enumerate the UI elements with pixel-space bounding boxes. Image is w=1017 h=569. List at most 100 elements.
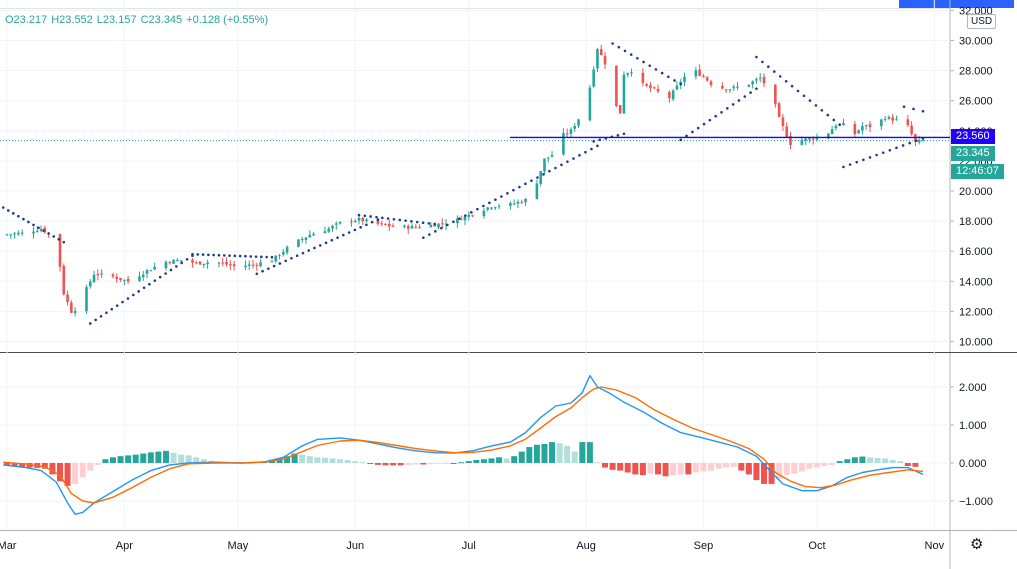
candle-body [32, 231, 35, 234]
sar-dot [685, 134, 688, 138]
macd-histogram-bar [662, 463, 669, 477]
sar-dot [290, 256, 293, 260]
candle-body [334, 223, 338, 225]
sar-dot [185, 257, 189, 261]
candle-body [565, 133, 569, 135]
candle-body [66, 294, 69, 302]
candle-body [35, 230, 39, 232]
sar-dot [175, 265, 178, 268]
candle-body [630, 72, 633, 74]
sar-dot [324, 241, 328, 245]
candle-body [85, 287, 88, 312]
sar-dot [342, 233, 345, 237]
candle-body [615, 65, 618, 107]
candle-body [380, 223, 384, 225]
time-tick-label: Sep [694, 540, 714, 552]
candle-body [732, 86, 736, 89]
sar-dot [164, 272, 167, 275]
sar-dot [428, 233, 431, 236]
candle-body [592, 69, 595, 87]
macd-histogram-bar [306, 456, 313, 463]
candle-body [194, 262, 198, 264]
sar-dot [482, 204, 485, 208]
macd-histogram-bar [602, 463, 609, 468]
macd-histogram-bar [738, 463, 745, 471]
ohlc-legend: O23.217 H23.552 L23.157 C23.345 +0.128 (+0.5… [5, 14, 272, 26]
settings-gear-icon[interactable]: ⚙ [970, 536, 984, 553]
candle-body [126, 279, 130, 282]
candle-body [520, 201, 524, 203]
macd-histogram-bar [435, 463, 442, 464]
macd-histogram-bar [352, 461, 359, 463]
macd-histogram-bar [102, 459, 109, 463]
candle-body [622, 74, 626, 114]
candle-body [221, 262, 225, 264]
candle-body [668, 91, 671, 99]
macd-histogram-bar [132, 454, 139, 463]
price-tick-label: 12.000 [959, 306, 993, 318]
sar-dot [566, 160, 569, 163]
sar-dot [848, 163, 852, 166]
candle-body [331, 225, 334, 229]
candle-body [232, 264, 236, 267]
price-tick-label: 10.000 [959, 337, 993, 349]
sar-dot [611, 42, 614, 45]
sar-dot [802, 94, 806, 98]
candle-body [39, 228, 43, 231]
candle-body [857, 130, 860, 134]
candle-body [516, 201, 520, 204]
sar-dot [392, 217, 396, 221]
close-value: C23.345 [140, 14, 183, 26]
macd-histogram-bar [397, 463, 404, 466]
sar-dot [191, 252, 194, 256]
sar-dot [357, 213, 361, 217]
macd-histogram-bar [314, 457, 321, 463]
sar-dot [820, 108, 824, 112]
macd-histogram-bar [889, 459, 896, 463]
macd-histogram-bar [480, 459, 487, 463]
candle-body [414, 226, 418, 228]
sar-dot [359, 226, 362, 229]
sar-dot [814, 104, 818, 107]
candle-body [202, 263, 206, 265]
macd-histogram-bar [41, 463, 48, 469]
macd-histogram-bar [829, 463, 836, 465]
sar-dot [6, 209, 10, 212]
sar-dot [421, 221, 425, 225]
candle-body [259, 262, 262, 267]
currency-badge[interactable]: USD [967, 14, 997, 29]
macd-histogram-bar [851, 457, 858, 463]
sar-dot [278, 262, 282, 265]
sar-dot [679, 82, 683, 86]
candle-body [323, 231, 327, 234]
sar-dot [560, 163, 563, 167]
sar-dot [790, 84, 794, 88]
macd-histogram-bar [670, 463, 677, 476]
sar-dot [494, 198, 497, 201]
sar-dot [228, 254, 231, 257]
candle-body [910, 125, 913, 135]
candle-body [5, 234, 9, 236]
sar-dot [295, 254, 299, 258]
candle-body [509, 203, 512, 206]
macd-histogram-bar [692, 463, 699, 473]
candle-body [119, 277, 122, 280]
sar-dot [660, 71, 664, 75]
sar-dot [476, 207, 479, 211]
candle-body [58, 234, 62, 267]
sar-dot [838, 123, 841, 127]
sar-dot [622, 132, 626, 136]
candle-body [880, 119, 883, 127]
macd-histogram-bar [556, 443, 563, 463]
macd-histogram-bar [405, 463, 412, 465]
candle-body [811, 138, 815, 140]
candle-body [365, 219, 368, 222]
macd-histogram-bar [390, 463, 397, 466]
macd-histogram-bar [337, 459, 344, 463]
sar-dot [42, 229, 45, 232]
candle-body [921, 140, 925, 142]
sar-dot [590, 147, 593, 151]
candle-body [251, 264, 255, 266]
macd-histogram-bar [367, 463, 374, 464]
